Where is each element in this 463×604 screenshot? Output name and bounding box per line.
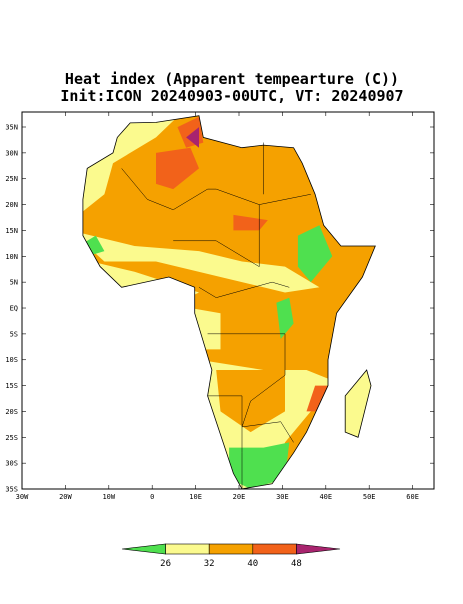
lat-label: 20N — [5, 201, 18, 209]
lon-label: 50E — [363, 493, 376, 501]
lat-label: 20S — [5, 408, 18, 416]
border — [207, 395, 243, 489]
lat-label: 35S — [5, 486, 18, 494]
border — [207, 333, 294, 443]
lat-label: 35N — [5, 124, 18, 132]
heat-region — [156, 147, 199, 190]
lat-label: 25N — [5, 175, 18, 183]
lon-label: 0 — [150, 493, 154, 501]
lat-label: EQ — [10, 305, 18, 313]
lon-label: 30E — [276, 493, 289, 501]
lat-label: 10S — [5, 356, 18, 364]
lon-label: 30W — [16, 493, 29, 501]
border — [259, 194, 311, 205]
border — [173, 188, 260, 268]
colorbar: 26 32 40 48 — [121, 543, 341, 569]
colorbar-label: 26 — [160, 559, 171, 569]
lat-label: 30S — [5, 460, 18, 468]
border — [198, 281, 290, 298]
lat-label: 25S — [5, 434, 18, 442]
lon-label: 10E — [189, 493, 202, 501]
lon-label: 20E — [233, 493, 246, 501]
heat-region — [297, 225, 333, 283]
lon-label: 20W — [59, 493, 72, 501]
coastline — [82, 115, 376, 490]
heat-region — [82, 230, 320, 293]
lon-label: 10W — [102, 493, 115, 501]
map-frame — [21, 111, 435, 490]
subtitle: Init:ICON 20240903-00UTC, VT: 20240907 — [60, 87, 403, 105]
heat-region — [229, 442, 290, 489]
border — [121, 168, 217, 211]
lon-label: 40E — [319, 493, 332, 501]
lat-label: 30N — [5, 149, 18, 157]
lat-label: 5N — [10, 279, 18, 287]
colorbar-label: 40 — [247, 559, 258, 569]
map — [82, 115, 376, 490]
lat-label: 10N — [5, 253, 18, 261]
colorbar-arrow — [296, 543, 341, 555]
colorbar-label: 48 — [291, 559, 302, 569]
island — [345, 370, 371, 438]
colorbar-box — [208, 543, 254, 555]
heat-region — [186, 127, 199, 148]
lat-label: 15S — [5, 382, 18, 390]
heat-region — [276, 297, 294, 339]
colorbar-label: 32 — [204, 559, 215, 569]
colorbar-box — [165, 543, 210, 555]
title: Heat index (Apparent tempearture (C)) — [65, 70, 399, 88]
lat-label: 5S — [10, 330, 18, 338]
colorbar-box — [252, 543, 297, 555]
lat-label: 15N — [5, 227, 18, 235]
lon-label: 60E — [406, 493, 419, 501]
